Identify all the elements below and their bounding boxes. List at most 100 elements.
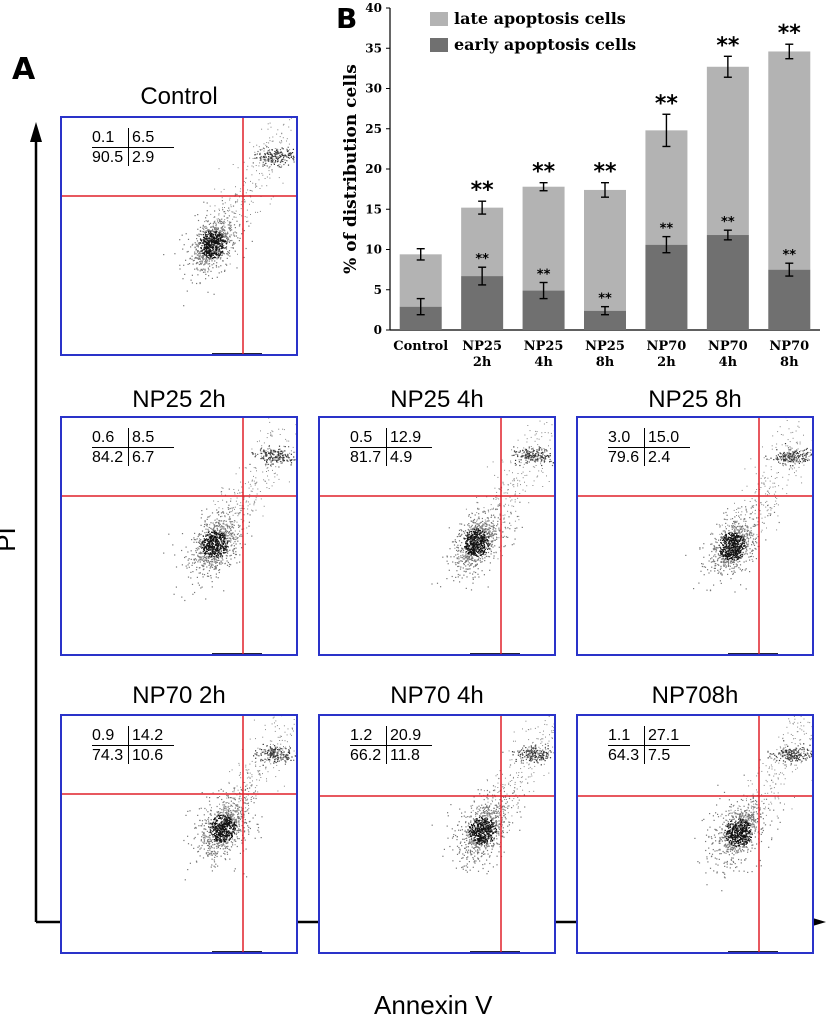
flow-plot-np25-4h: 0.5 12.9 81.7 4.9 — [318, 416, 556, 656]
event-dots — [183, 716, 296, 952]
x-tick-label: NP25 — [585, 339, 625, 354]
significance-marker: ** — [782, 248, 796, 263]
bar-late — [522, 186, 565, 291]
y-tick-label: 40 — [365, 1, 382, 15]
plot-title-control: Control — [140, 83, 218, 110]
error-bar — [478, 200, 487, 215]
event-dots — [431, 716, 554, 952]
event-dots — [694, 716, 812, 952]
y-tick-label: 5 — [374, 283, 382, 297]
lower-left-value: 84.2 — [92, 449, 124, 466]
lower-right-value: 2.9 — [132, 149, 155, 166]
upper-left-value: 0.9 — [92, 727, 115, 744]
bar-early — [399, 306, 442, 330]
plot-title-np70-2h: NP70 2h — [132, 682, 226, 709]
significance-marker: ** — [660, 222, 674, 237]
flow-plot-np25-8h: 3.0 15.0 79.6 2.4 — [576, 416, 814, 656]
bar-late — [461, 207, 504, 277]
significance-marker: ** — [655, 91, 679, 116]
y-axis-title: % of distribution cells — [341, 64, 361, 274]
lower-right-value: 7.5 — [648, 747, 671, 764]
error-bar — [416, 297, 425, 316]
upper-right-value: 27.1 — [648, 727, 680, 744]
event-dots — [685, 418, 812, 654]
upper-right-value: 6.5 — [132, 129, 155, 146]
flow-plot-control: 0.1 6.5 90.5 2.9 — [60, 116, 298, 356]
x-tick-label-line2: 2h — [657, 355, 676, 370]
lower-right-value: 4.9 — [390, 449, 413, 466]
x-tick-label-line2: 2h — [473, 355, 492, 370]
upper-left-value: 1.2 — [350, 727, 373, 744]
lower-right-value: 10.6 — [132, 747, 164, 764]
bar-late — [645, 130, 688, 245]
plot-title-np70-4h: NP70 4h — [390, 682, 484, 709]
upper-right-value: 15.0 — [648, 429, 680, 446]
significance-marker: ** — [471, 178, 495, 203]
lower-left-value: 64.3 — [608, 747, 640, 764]
upper-left-value: 0.1 — [92, 129, 115, 146]
error-bar — [785, 43, 794, 60]
lower-left-value: 90.5 — [92, 149, 124, 166]
lower-left-value: 66.2 — [350, 747, 382, 764]
error-bar — [723, 55, 732, 78]
x-tick-label: NP25 — [524, 339, 564, 354]
error-bar — [539, 181, 548, 192]
upper-left-value: 3.0 — [608, 429, 631, 446]
y-axis-label-pi: PI — [0, 527, 21, 552]
upper-left-value: 0.5 — [350, 429, 373, 446]
y-tick-label: 20 — [365, 162, 382, 176]
panel-a-letter: A — [12, 52, 36, 87]
plot-title-np70-8h: NP708h — [651, 682, 739, 709]
error-bar — [601, 181, 609, 198]
x-tick-label: NP25 — [462, 339, 502, 354]
error-bar — [416, 247, 425, 261]
flow-plot-np70-2h: 0.9 14.2 74.3 10.6 — [60, 714, 298, 954]
significance-marker: ** — [593, 160, 617, 185]
error-bar — [662, 235, 671, 254]
significance-marker: ** — [716, 33, 740, 58]
error-bar — [723, 229, 732, 241]
error-bar — [539, 281, 548, 300]
lower-right-value: 11.8 — [390, 747, 420, 764]
event-dots — [431, 420, 554, 654]
bar-early — [645, 244, 688, 330]
y-tick-label: 25 — [365, 122, 382, 136]
error-bar — [662, 113, 671, 148]
y-tick-label: 30 — [365, 82, 382, 96]
lower-right-value: 2.4 — [648, 449, 671, 466]
upper-left-value: 0.6 — [92, 429, 115, 446]
event-dots — [163, 118, 295, 354]
x-tick-label: NP70 — [647, 339, 687, 354]
flow-plot-np70-4h: 1.2 20.9 66.2 11.8 — [318, 714, 556, 954]
y-tick-label: 35 — [365, 41, 382, 55]
x-tick-label-line2: 4h — [534, 355, 553, 370]
significance-marker: ** — [598, 292, 612, 307]
x-tick-label-line2: 8h — [596, 355, 615, 370]
bar-early — [768, 269, 811, 330]
event-dots — [163, 418, 296, 654]
bar-late — [706, 66, 749, 236]
significance-marker: ** — [475, 252, 489, 267]
lower-left-value: 74.3 — [92, 747, 124, 764]
x-tick-label: Control — [393, 339, 448, 354]
upper-right-value: 14.2 — [132, 727, 164, 744]
significance-marker: ** — [537, 268, 551, 283]
significance-marker: ** — [532, 160, 556, 185]
bar-early — [584, 310, 626, 330]
x-axis-label-annexin: Annexin V — [374, 990, 493, 1020]
upper-right-value: 12.9 — [390, 429, 422, 446]
legend-swatch — [430, 38, 448, 52]
upper-right-value: 20.9 — [390, 727, 422, 744]
error-bar — [478, 266, 487, 286]
error-bar — [785, 262, 794, 277]
error-bar — [601, 305, 609, 316]
x-tick-label-line2: 4h — [719, 355, 738, 370]
flow-plot-np25-2h: 0.6 8.5 84.2 6.7 — [60, 416, 298, 656]
significance-marker: ** — [778, 21, 802, 46]
upper-left-value: 1.1 — [608, 727, 631, 744]
legend-label: late apoptosis cells — [454, 9, 626, 28]
stacked-bar-chart: B 0 5 10 15 20 25 30 35 40 % of distribution cells… — [336, 1, 820, 370]
x-tick-label: NP70 — [769, 339, 809, 354]
y-tick-label: 15 — [365, 202, 382, 216]
